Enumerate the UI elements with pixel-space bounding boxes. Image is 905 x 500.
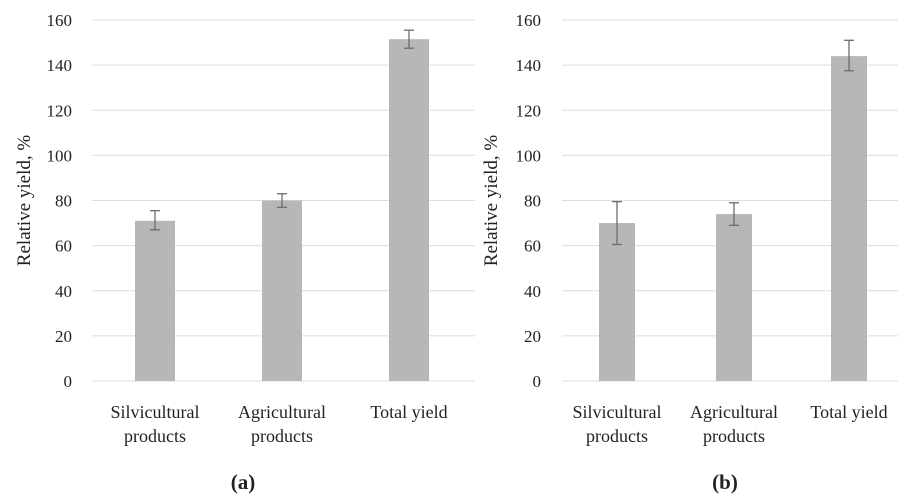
panel-a-y-axis-title: Relative yield, % [14,135,35,267]
panel-b-panel-label: (b) [712,470,738,494]
panel-b-category-label: Silvicultural products [573,402,662,446]
panel-a-chart: 0 20 40 60 80 100 120 140 160 Silvicultural produc… [14,11,475,494]
panel-a-y-tick-label: 100 [47,146,73,165]
panel-a-category-label-line: Agricultural [238,402,326,422]
panel-b-y-tick-label: 120 [516,101,542,120]
panel-a-category-label-line: Silvicultural [111,402,200,422]
panel-a-category-label-line: products [124,426,186,446]
panel-b-category-label-line: products [586,426,648,446]
panel-b-category-label: Total yield [810,402,887,422]
panel-a-category-label: Agricultural products [238,402,326,446]
panel-b-y-tick-label: 80 [524,192,541,211]
panel-a-y-tick-label: 60 [55,237,72,256]
panel-b-y-tick-label: 100 [516,146,542,165]
panel-a-bar [135,220,175,381]
panel-b-y-axis-title: Relative yield, % [481,135,502,267]
panel-a-panel-label: (a) [231,470,256,494]
panel-b-y-tick-label: 0 [533,372,542,391]
panel-b-category-label-line: Agricultural [690,402,778,422]
panel-b-bar [599,223,635,381]
panel-b-y-tick-label: 140 [516,56,542,75]
panel-a-y-tick-label: 120 [47,101,73,120]
panel-a-category-label-line: products [251,426,313,446]
panel-b-category-label-line: Silvicultural [573,402,662,422]
panel-a-category-label: Total yield [370,402,447,422]
panel-a-bar [262,200,302,381]
panel-a-category-label: Silvicultural products [111,402,200,446]
panel-b-category-label: Agricultural products [690,402,778,446]
panel-b-y-tick-label: 20 [524,327,541,346]
panel-a-y-tick-label: 80 [55,192,72,211]
panel-a-y-tick-label: 140 [47,56,73,75]
panel-b-chart: 0 20 40 60 80 100 120 140 160 Silvicultural produc… [481,11,898,494]
panel-a-y-tick-label: 0 [64,372,73,391]
panel-a-category-label-line: Total yield [370,402,447,422]
panel-a-y-tick-label: 20 [55,327,72,346]
panel-b-bar [831,56,867,381]
panel-a-bar [389,39,429,381]
panel-b-category-label-line: products [703,426,765,446]
panel-b-bar [716,214,752,381]
panel-b-category-label-line: Total yield [810,402,887,422]
panel-a-y-tick-label: 160 [47,11,73,30]
panel-b-y-tick-label: 160 [516,11,542,30]
panel-b-y-tick-label: 40 [524,282,541,301]
panel-a-y-tick-label: 40 [55,282,72,301]
panel-b-y-tick-label: 60 [524,237,541,256]
